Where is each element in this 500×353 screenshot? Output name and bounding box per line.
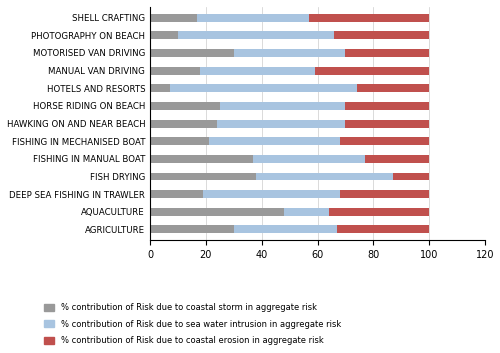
Bar: [150, 120, 217, 127]
Bar: [150, 31, 178, 39]
Bar: [337, 226, 429, 233]
Bar: [309, 14, 429, 22]
Bar: [150, 190, 203, 198]
Bar: [198, 14, 309, 22]
Bar: [340, 137, 429, 145]
Bar: [150, 102, 220, 110]
Bar: [284, 208, 329, 216]
Bar: [217, 120, 346, 127]
Bar: [340, 190, 429, 198]
Bar: [200, 67, 314, 74]
Bar: [334, 31, 429, 39]
Bar: [150, 137, 208, 145]
Bar: [356, 84, 429, 92]
Bar: [150, 84, 170, 92]
Bar: [150, 49, 234, 57]
Bar: [346, 120, 429, 127]
Bar: [150, 173, 256, 180]
Bar: [314, 67, 429, 74]
Bar: [393, 173, 429, 180]
Bar: [203, 190, 340, 198]
Bar: [256, 173, 393, 180]
Bar: [150, 155, 254, 163]
Bar: [150, 14, 198, 22]
Bar: [328, 208, 429, 216]
Bar: [150, 67, 200, 74]
Bar: [346, 102, 429, 110]
Legend: % contribution of Risk due to coastal storm in aggregate risk, % contribution of: % contribution of Risk due to coastal st…: [44, 303, 341, 345]
Bar: [178, 31, 334, 39]
Bar: [365, 155, 429, 163]
Bar: [234, 226, 337, 233]
Bar: [150, 208, 284, 216]
Bar: [220, 102, 346, 110]
Bar: [346, 49, 429, 57]
Bar: [234, 49, 345, 57]
Bar: [150, 226, 234, 233]
Bar: [254, 155, 365, 163]
Bar: [208, 137, 340, 145]
Bar: [170, 84, 356, 92]
